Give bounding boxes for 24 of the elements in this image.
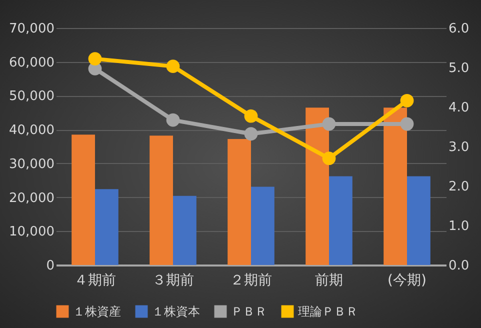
legend-label: ＰＢＲ	[231, 304, 267, 319]
y-tick-label: 60,000	[9, 55, 54, 70]
y2-tick-label: 2.0	[448, 180, 470, 194]
y-tick-label: 70,000	[9, 22, 54, 36]
y-tick-label: 0	[46, 258, 54, 274]
y-tick-label: 40,000	[9, 123, 54, 138]
y2-tick-label: 4.0	[448, 100, 470, 116]
x-tick-label: ２期前	[230, 272, 272, 288]
y2-tick-label: 0.0	[448, 258, 470, 274]
x-tick-label: (今期)	[388, 272, 426, 288]
y-tick-label: 10,000	[9, 224, 54, 240]
y2-tick-label: 5.0	[448, 61, 470, 76]
x-tick-label: 前期	[315, 272, 343, 288]
y2-tick-label: 1.0	[448, 219, 470, 234]
legend-label: １株資本	[152, 304, 200, 319]
x-tick-label: ４期前	[74, 272, 116, 288]
y-tick-label: 20,000	[9, 190, 54, 206]
y2-tick-label: 6.0	[448, 22, 470, 36]
legend-label: １株資産	[73, 304, 121, 319]
y2-tick-label: 3.0	[448, 140, 470, 155]
x-tick-label: ３期前	[152, 272, 194, 288]
y-tick-label: 50,000	[9, 89, 54, 104]
y-tick-label: 30,000	[9, 156, 54, 172]
legend-label: 理論ＰＢＲ	[298, 304, 358, 319]
